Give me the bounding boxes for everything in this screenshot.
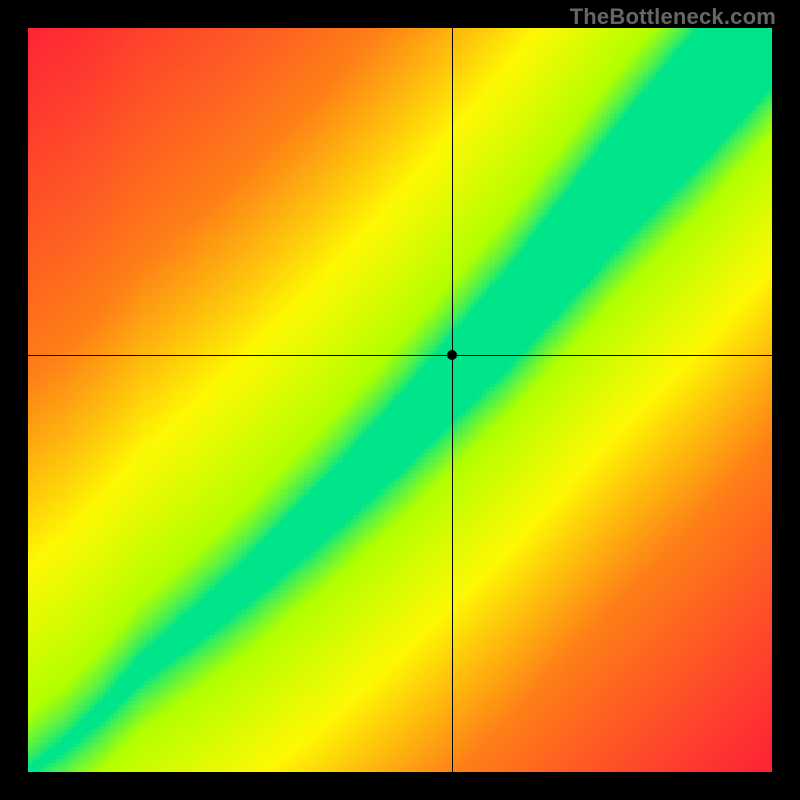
crosshair-horizontal-line (28, 355, 772, 356)
chart-container: TheBottleneck.com (0, 0, 800, 800)
data-point-marker (447, 350, 457, 360)
heatmap-canvas (28, 28, 772, 772)
crosshair-vertical-line (452, 28, 453, 772)
plot-area (28, 28, 772, 772)
watermark-text: TheBottleneck.com (570, 4, 776, 30)
